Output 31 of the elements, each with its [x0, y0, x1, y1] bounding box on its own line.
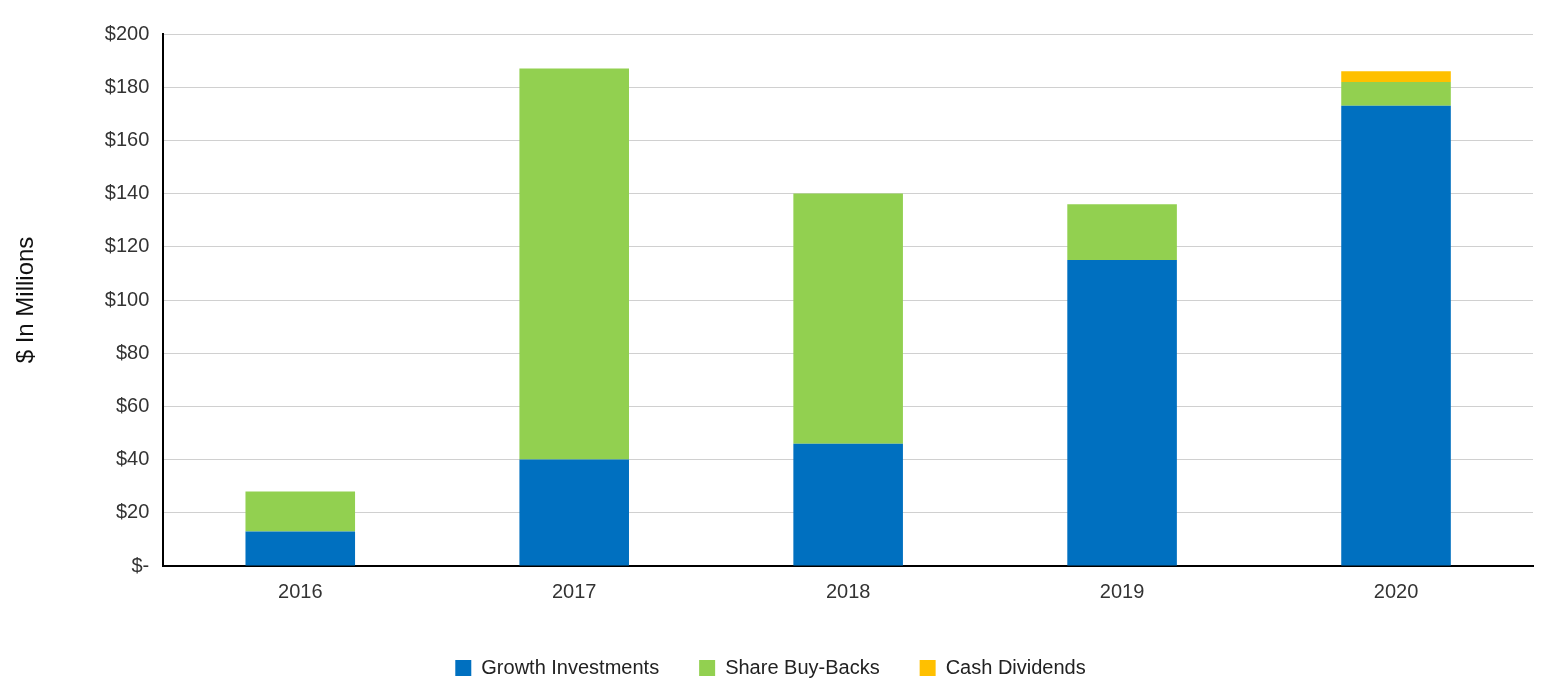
x-tick-label: 2016 [278, 579, 323, 602]
x-tick-label: 2019 [1099, 579, 1145, 602]
bar [1341, 105, 1451, 566]
y-tick-label: $60 [115, 393, 150, 416]
y-tick-label: $140 [104, 181, 150, 204]
legend-label: Share Buy-Backs [725, 655, 880, 678]
y-tick-label: $100 [104, 287, 150, 310]
legend-label: Cash Dividends [945, 655, 1086, 678]
y-tick-label: $40 [115, 447, 150, 470]
y-tick-label: $200 [104, 21, 150, 44]
y-tick-label: $120 [104, 234, 150, 257]
bar [1341, 71, 1451, 82]
y-tick-label: $20 [115, 500, 150, 523]
x-tick-label: 2020 [1373, 579, 1419, 602]
bar [1341, 81, 1451, 106]
y-tick-label: $160 [104, 127, 150, 150]
bar [245, 491, 356, 532]
y-axis-title: $ In Millions [11, 236, 39, 364]
bar [245, 531, 356, 566]
bar [793, 443, 903, 566]
bar [519, 68, 629, 460]
bar [1067, 260, 1177, 566]
x-tick-label: 2018 [825, 579, 871, 602]
bar [1067, 204, 1177, 261]
y-tick-label: $180 [104, 74, 150, 97]
legend-label: Growth Investments [481, 655, 660, 678]
bar [793, 193, 903, 444]
x-tick-label: 2017 [551, 579, 597, 602]
y-tick-label: $- [131, 553, 150, 576]
y-tick-label: $80 [115, 340, 150, 363]
bar [519, 459, 629, 566]
